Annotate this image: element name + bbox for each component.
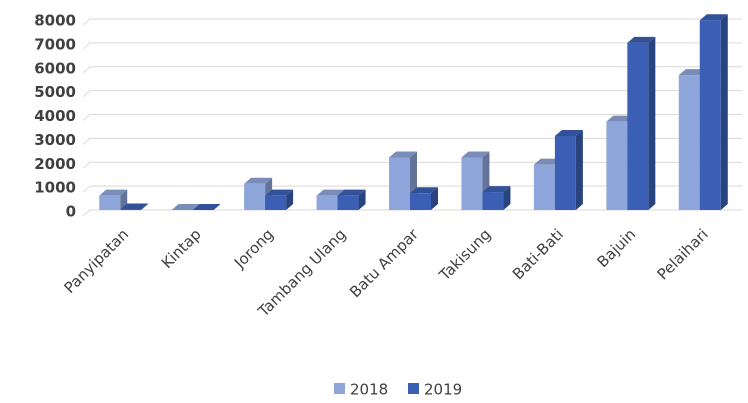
y-tick-label: 0: [66, 203, 76, 221]
bar-top: [410, 187, 438, 194]
bar-top: [482, 186, 511, 193]
bar-front: [389, 157, 410, 210]
legend-swatch: [408, 383, 419, 394]
bar-top: [699, 14, 728, 21]
legend-swatch: [334, 383, 345, 394]
bar-front: [265, 195, 287, 210]
grid-line: [82, 114, 742, 121]
bar-top: [554, 129, 583, 136]
x-tick-label: Panyipatan: [61, 225, 133, 297]
bar-top: [171, 204, 200, 210]
bar: [265, 189, 294, 210]
x-tick-label: Kintap: [158, 225, 205, 272]
grid-line: [82, 90, 742, 98]
bar-front: [99, 195, 121, 210]
y-tick-label: 4000: [34, 107, 76, 125]
bar-front: [316, 195, 338, 210]
bar-top: [337, 189, 366, 196]
bar-front: [627, 42, 649, 210]
x-tick-label: Batu Ampar: [346, 225, 423, 302]
bar: [554, 129, 583, 210]
bar-front: [554, 135, 576, 210]
legend-label: 2019: [424, 381, 462, 399]
bar-side: [720, 14, 728, 210]
bar-front: [337, 195, 359, 210]
grid-line: [82, 66, 742, 74]
bar: [171, 204, 200, 210]
bar-top: [389, 151, 417, 158]
bar-side: [358, 189, 366, 210]
bar: [699, 14, 728, 210]
bar-side: [141, 203, 149, 210]
bar: [99, 189, 128, 210]
x-tick-label: Takisung: [435, 225, 494, 284]
y-tick-label: 1000: [34, 179, 76, 197]
bar: [192, 204, 221, 210]
grid-line: [82, 161, 742, 169]
bar-top: [265, 189, 294, 196]
bar-side: [120, 189, 128, 210]
y-tick-label: 8000: [34, 12, 76, 30]
grid-line: [82, 18, 742, 26]
bar-front: [533, 164, 555, 210]
x-tick-label: Jorong: [230, 225, 277, 272]
bar: [410, 187, 438, 210]
bar-front: [410, 193, 431, 210]
x-tick-label: Bajuin: [593, 225, 639, 271]
bar-top: [244, 177, 273, 184]
y-tick-label: 3000: [34, 131, 76, 149]
bar-front: [244, 183, 266, 210]
grid-line: [82, 209, 742, 217]
bar-front: [482, 192, 504, 210]
y-tick-label: 6000: [34, 59, 76, 77]
bar-top: [192, 204, 221, 210]
bar-front: [461, 157, 483, 210]
bar-top: [316, 189, 345, 196]
bar-side: [503, 186, 511, 210]
bar-top: [120, 203, 149, 210]
bar-front: [678, 75, 700, 210]
y-tick-label: 2000: [34, 155, 76, 173]
x-tick-label: Pelaihari: [654, 225, 712, 283]
bar: [627, 36, 656, 210]
legend-label: 2018: [350, 381, 388, 399]
grid-line: [82, 185, 742, 193]
bar-side: [286, 189, 294, 210]
bar-top: [627, 36, 656, 43]
bar-front: [606, 121, 628, 210]
grid-line: [82, 42, 742, 50]
bar: [337, 189, 366, 210]
bar-front: [699, 20, 721, 210]
grid-line: [82, 137, 742, 145]
bar: [120, 203, 149, 210]
bar-top: [99, 189, 128, 196]
y-tick-label: 7000: [34, 35, 76, 53]
bar-top: [461, 151, 490, 158]
bar-side: [431, 187, 438, 210]
bar-side: [575, 129, 583, 210]
x-tick-label: Bati-Bati: [509, 225, 567, 283]
y-tick-label: 5000: [34, 83, 76, 101]
bar-side: [648, 36, 656, 210]
bar: [482, 186, 511, 210]
